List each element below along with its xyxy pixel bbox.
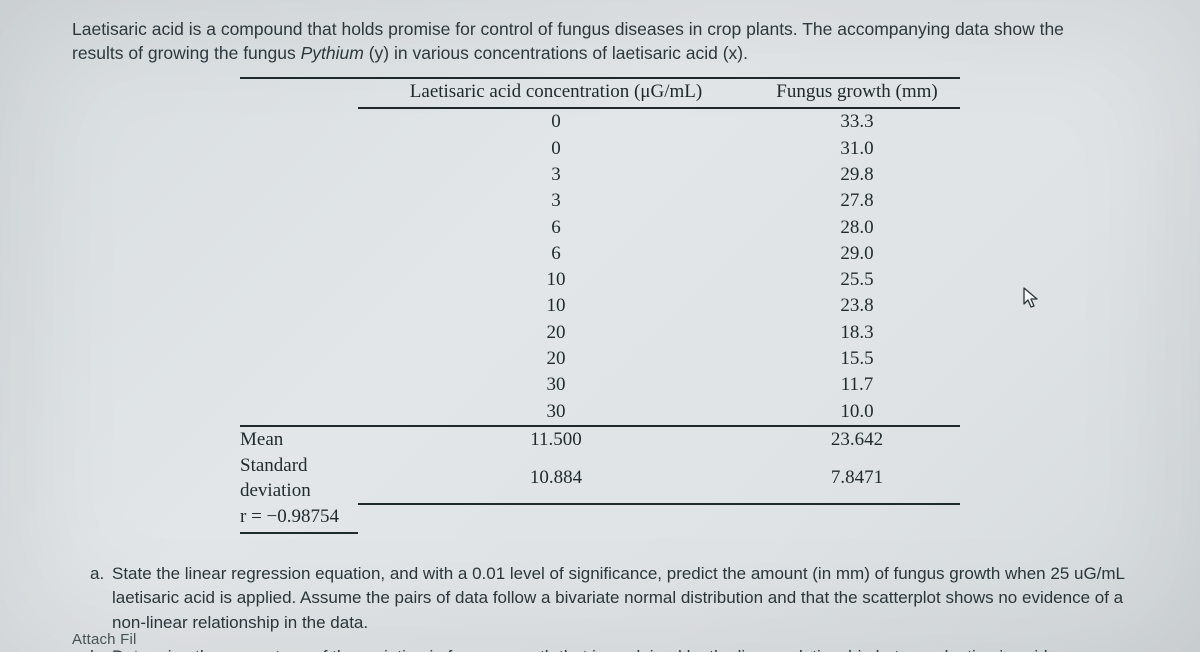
cell-x: 0 xyxy=(358,108,754,135)
cell-y: 10.0 xyxy=(754,399,960,426)
header-x-pre: Laetisaric acid concentration ( xyxy=(410,81,641,102)
table-row: 033.3 xyxy=(240,108,960,135)
cell-x: 30 xyxy=(358,399,754,426)
cell-y: 27.8 xyxy=(754,188,960,214)
q-a-text: State the linear regression equation, an… xyxy=(112,562,1128,634)
table-row: 628.0 xyxy=(240,215,960,241)
table-row: 1025.5 xyxy=(240,267,960,293)
r-row: r = −0.98754 xyxy=(240,504,960,533)
intro-line1: Laetisaric acid is a compound that holds… xyxy=(72,19,1064,39)
cell-x: 30 xyxy=(358,372,754,398)
header-x-post: G/mL) xyxy=(650,81,702,102)
cell-x: 20 xyxy=(358,346,754,372)
blank-header xyxy=(240,78,358,108)
table-row: 2018.3 xyxy=(240,320,960,346)
data-rows: 033.3 031.0 329.8 327.8 628.0 629.0 1025… xyxy=(240,108,960,533)
data-table-wrap: Laetisaric acid concentration (μG/mL) Fu… xyxy=(240,77,960,534)
cell-y: 18.3 xyxy=(754,320,960,346)
table-row: 629.0 xyxy=(240,241,960,267)
intro-paragraph: Laetisaric acid is a compound that holds… xyxy=(72,18,1128,65)
cell-x: 3 xyxy=(358,188,754,214)
table-row: 329.8 xyxy=(240,162,960,188)
cell-x: 10 xyxy=(358,293,754,319)
data-table: Laetisaric acid concentration (μG/mL) Fu… xyxy=(240,77,960,534)
cell-x: 6 xyxy=(358,215,754,241)
question-b: b. Determine the percentage of the varia… xyxy=(72,645,1128,652)
sd-y: 7.8471 xyxy=(754,453,960,504)
cell-x: 10 xyxy=(358,267,754,293)
cell-y: 28.0 xyxy=(754,215,960,241)
cell-x: 3 xyxy=(358,162,754,188)
cell-y: 29.8 xyxy=(754,162,960,188)
mean-label: Mean xyxy=(240,426,358,453)
sd-label: Standard deviation xyxy=(240,453,358,504)
intro-italic: Pythium xyxy=(301,43,364,63)
table-row: 2015.5 xyxy=(240,346,960,372)
footer-cut-text: Attach Fil xyxy=(72,631,137,648)
intro-line2-post: (y) in various concentrations of laetisa… xyxy=(364,43,748,63)
page: Laetisaric acid is a compound that holds… xyxy=(0,0,1200,652)
mu-symbol: μ xyxy=(640,81,650,102)
question-a: a. State the linear regression equation,… xyxy=(72,562,1128,634)
mean-row: Mean 11.500 23.642 xyxy=(240,426,960,453)
table-row: 327.8 xyxy=(240,188,960,214)
col-header-x: Laetisaric acid concentration (μG/mL) xyxy=(358,78,754,108)
q-a-letter: a. xyxy=(90,562,112,634)
questions: a. State the linear regression equation,… xyxy=(72,562,1128,652)
table-row: 031.0 xyxy=(240,136,960,162)
intro-line2-pre: results of growing the fungus xyxy=(72,43,301,63)
cell-y: 23.8 xyxy=(754,293,960,319)
r-blank-x xyxy=(358,504,754,533)
q-b-text: Determine the percentage of the variatio… xyxy=(112,645,1128,652)
cell-y: 33.3 xyxy=(754,108,960,135)
table-row: 3010.0 xyxy=(240,399,960,426)
cell-x: 0 xyxy=(358,136,754,162)
cell-y: 31.0 xyxy=(754,136,960,162)
r-label: r = −0.98754 xyxy=(240,504,358,533)
cell-y: 29.0 xyxy=(754,241,960,267)
col-header-y: Fungus growth (mm) xyxy=(754,78,960,108)
sd-x: 10.884 xyxy=(358,453,754,504)
mean-x: 11.500 xyxy=(358,426,754,453)
table-row: 3011.7 xyxy=(240,372,960,398)
cell-x: 20 xyxy=(358,320,754,346)
table-row: 1023.8 xyxy=(240,293,960,319)
cell-y: 15.5 xyxy=(754,346,960,372)
cell-x: 6 xyxy=(358,241,754,267)
cell-y: 25.5 xyxy=(754,267,960,293)
r-blank-y xyxy=(754,504,960,533)
mean-y: 23.642 xyxy=(754,426,960,453)
cell-y: 11.7 xyxy=(754,372,960,398)
sd-row: Standard deviation 10.884 7.8471 xyxy=(240,453,960,504)
